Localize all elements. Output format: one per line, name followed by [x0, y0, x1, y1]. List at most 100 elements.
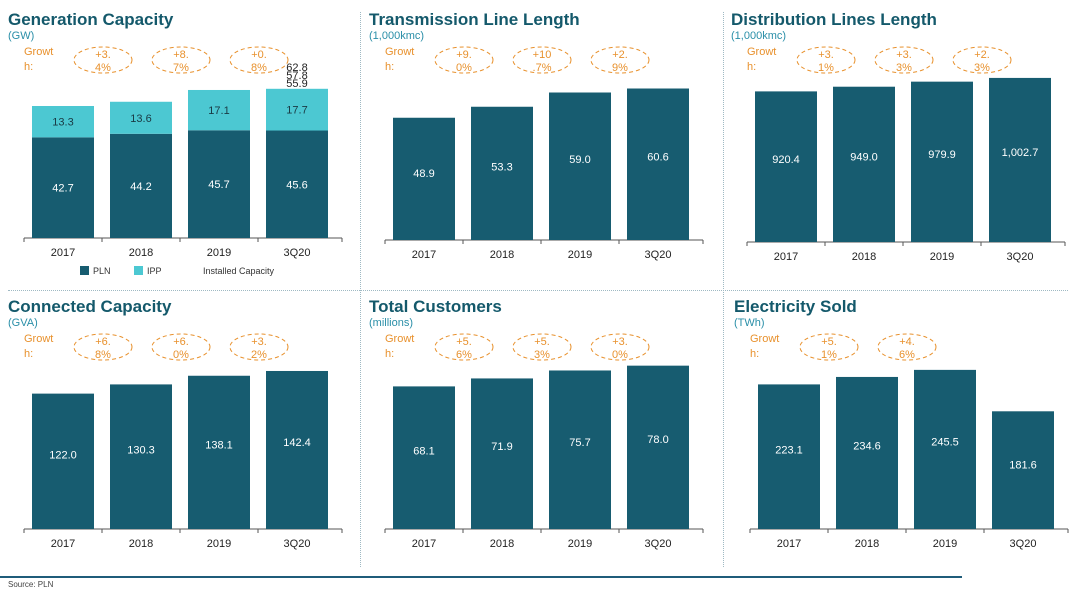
- x-tick-label: 2017: [774, 251, 798, 263]
- chart-unit: (1,000kmc): [369, 30, 425, 42]
- growth-value: 9%: [612, 62, 628, 74]
- bar: [911, 81, 973, 242]
- data-label: 42.7: [52, 183, 73, 195]
- growth-label: Growth:: [385, 46, 415, 73]
- data-label: 920.4: [772, 154, 800, 166]
- chart-title: Electricity Sold: [734, 297, 857, 316]
- growth-label: Growth:: [24, 46, 54, 73]
- bar: [188, 375, 250, 529]
- growth-value: 4%: [95, 62, 111, 74]
- chart-connected-capacity: 122.02017130.32018138.12019142.43Q20+6.8…: [23, 333, 343, 550]
- chart-unit: (GW): [8, 30, 35, 42]
- x-tick-label: 2018: [129, 247, 153, 259]
- growth-value: +6.: [95, 336, 111, 348]
- x-tick-label: 2019: [207, 538, 231, 550]
- x-tick-label: 2017: [412, 538, 436, 550]
- growth-value: 0%: [173, 349, 189, 361]
- x-tick-label: 3Q20: [1010, 538, 1037, 550]
- bar-ipp: [32, 106, 94, 138]
- x-tick-label: 3Q20: [645, 249, 672, 261]
- x-tick-label: 3Q20: [284, 247, 311, 259]
- chart-title: Connected Capacity: [8, 297, 172, 316]
- data-label: 130.3: [127, 444, 155, 456]
- vertical-separator: [723, 12, 724, 567]
- x-tick-label: 2017: [51, 538, 75, 550]
- chart-title: Distribution Lines Length: [731, 10, 937, 29]
- chart-unit: (1,000kmc): [731, 30, 787, 42]
- growth-value: 1%: [818, 62, 834, 74]
- bar: [393, 386, 455, 529]
- panel-generation-capacity: Generation Capacity (GW) Growth: 42.7 13.…: [8, 10, 363, 295]
- x-tick-label: 3Q20: [645, 538, 672, 550]
- data-label: 60.6: [647, 152, 668, 164]
- chart-transmission-line-length: 48.9 2017 53.3 2018 59.0 2019 60.6 3Q20 +9.0% +10…: [384, 46, 704, 261]
- bar: [266, 370, 328, 529]
- growth-oval: [877, 333, 937, 361]
- chart-title: Total Customers: [369, 297, 502, 316]
- x-tick-label: 2018: [490, 249, 514, 261]
- bar: [989, 77, 1051, 243]
- data-label: 45.7: [208, 179, 229, 191]
- installed-capacity-label: 57.8: [286, 70, 307, 82]
- x-tick-label: 2018: [855, 538, 879, 550]
- growth-value: +2.: [612, 49, 628, 61]
- data-label: 17.1: [208, 105, 229, 117]
- x-tick-label: 2019: [930, 251, 954, 263]
- data-label: 949.0: [850, 152, 878, 164]
- growth-oval: [229, 333, 289, 361]
- bar: [471, 106, 533, 240]
- bar: [393, 117, 455, 240]
- growth-value: 6%: [899, 349, 915, 361]
- growth-oval: [151, 333, 211, 361]
- x-tick-label: 2018: [129, 538, 153, 550]
- chart-unit: (GVA): [8, 317, 38, 329]
- chart-electricity-sold: 223.1 2017 234.6 2018 245.5 2019 181.6 3Q20 +5.1…: [749, 333, 1069, 550]
- panel-transmission-line-length: Transmission Line Length (1,000kmc) Grow…: [369, 10, 724, 295]
- growth-value: +9.: [456, 49, 472, 61]
- growth-oval: [151, 46, 211, 74]
- growth-oval: [73, 333, 133, 361]
- growth-value: +3.: [95, 49, 111, 61]
- x-tick-label: 3Q20: [1007, 251, 1034, 263]
- bar-pln: [266, 130, 328, 238]
- x-tick-label: 2019: [568, 538, 592, 550]
- growth-oval: [434, 333, 494, 361]
- bar-ipp: [266, 88, 328, 131]
- bar: [471, 378, 533, 529]
- growth-value: .7%: [533, 62, 552, 74]
- growth-oval: [590, 46, 650, 74]
- growth-value: +6.: [173, 336, 189, 348]
- growth-oval: [952, 46, 1012, 74]
- data-label: 181.6: [1009, 459, 1037, 471]
- growth-value: 6%: [456, 349, 472, 361]
- bar: [549, 92, 611, 240]
- data-label: 53.3: [491, 162, 512, 174]
- growth-value: 0%: [612, 349, 628, 361]
- growth-value: +3.: [251, 336, 267, 348]
- data-label: 59.0: [569, 154, 590, 166]
- chart-distribution-lines-length: 920.4 2017 949.0 2018 979.9 2019 1,002.7 3Q20 +3…: [746, 46, 1066, 263]
- data-label: 234.6: [853, 440, 881, 452]
- growth-oval: [874, 46, 934, 74]
- data-label: 68.1: [413, 446, 434, 458]
- chart-title: Generation Capacity: [8, 10, 174, 29]
- growth-value: +3.: [612, 336, 628, 348]
- data-label: 17.7: [286, 105, 307, 117]
- horizontal-separator: [8, 290, 1068, 291]
- growth-value: +2.: [974, 49, 990, 61]
- growth-label: Growth:: [385, 333, 415, 360]
- data-label: 122.0: [49, 450, 77, 462]
- growth-value: 7%: [173, 62, 189, 74]
- x-tick-label: 2017: [51, 247, 75, 259]
- growth-value: +4.: [899, 336, 915, 348]
- panel-total-customers: Total Customers (millions) Growth: 68.1 2…: [369, 297, 724, 582]
- growth-label: Growth:: [747, 46, 777, 73]
- data-label: 13.6: [130, 113, 151, 125]
- growth-value: +5.: [456, 336, 472, 348]
- x-tick-label: 2018: [490, 538, 514, 550]
- growth-oval: [229, 46, 289, 74]
- growth-value: 3%: [534, 349, 550, 361]
- data-label: 44.2: [130, 181, 151, 193]
- chart-unit: (millions): [369, 317, 413, 329]
- bar: [549, 370, 611, 529]
